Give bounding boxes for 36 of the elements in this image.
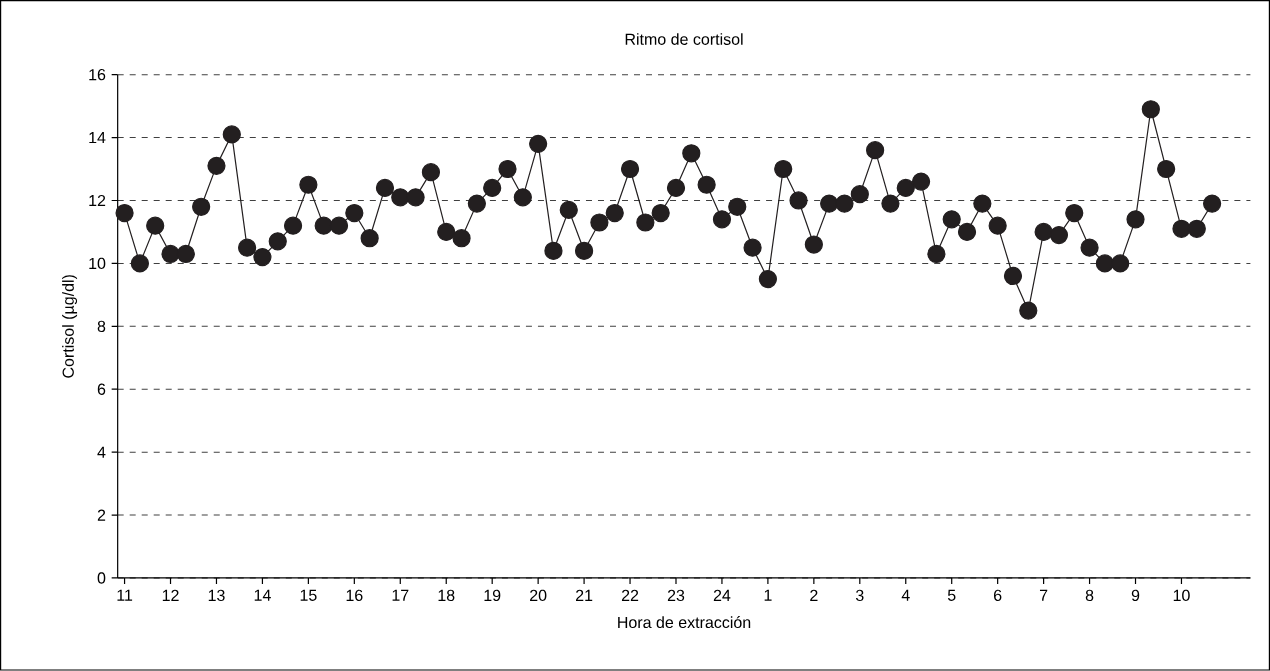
x-tick-label: 3 <box>855 589 864 602</box>
x-tick-label: 7 <box>1039 589 1048 601</box>
y-tick-label: 8 <box>97 320 106 333</box>
x-tick-label: 4 <box>901 589 910 601</box>
x-tick-label: 17 <box>392 589 409 601</box>
x-tick-label: 19 <box>484 589 501 602</box>
y-tick-label: 10 <box>89 257 106 270</box>
y-tick-label: 12 <box>89 195 106 207</box>
x-tick-label: 22 <box>621 589 639 602</box>
x-tick-label: 20 <box>530 589 547 602</box>
x-tick-label: 23 <box>667 589 685 602</box>
y-tick-label: 0 <box>97 572 106 584</box>
x-axis-title: Hora de extracción <box>618 616 751 629</box>
x-tick-label: 13 <box>208 589 225 602</box>
y-tick-label: 14 <box>89 132 106 144</box>
x-tick-label: 24 <box>713 589 731 602</box>
x-tick-label: 15 <box>300 589 317 602</box>
x-tick-label: 2 <box>810 589 818 602</box>
x-tick-label: 8 <box>1085 589 1094 602</box>
x-tick-label: 12 <box>162 589 179 602</box>
x-tick-label: 10 <box>1173 589 1190 602</box>
x-tick-label: 5 <box>947 589 956 602</box>
x-tick-label: 14 <box>254 589 271 601</box>
x-tick-label: 16 <box>346 589 363 602</box>
x-tick-label: 11 <box>117 589 133 601</box>
x-tick-label: 1 <box>764 589 772 601</box>
y-tick-label: 6 <box>97 383 106 396</box>
x-tick-label: 9 <box>1131 589 1140 602</box>
y-tick-label: 16 <box>89 69 106 81</box>
x-tick-label: 6 <box>994 589 1002 602</box>
y-tick-label: 4 <box>97 446 106 458</box>
chart-title: Ritmo de cortisol <box>625 33 743 46</box>
x-tick-label: 21 <box>576 589 593 602</box>
x-tick-label: 18 <box>438 589 455 602</box>
y-tick-label: 2 <box>97 509 106 521</box>
y-axis-title: Cortisol (µg/dl) <box>62 275 78 378</box>
